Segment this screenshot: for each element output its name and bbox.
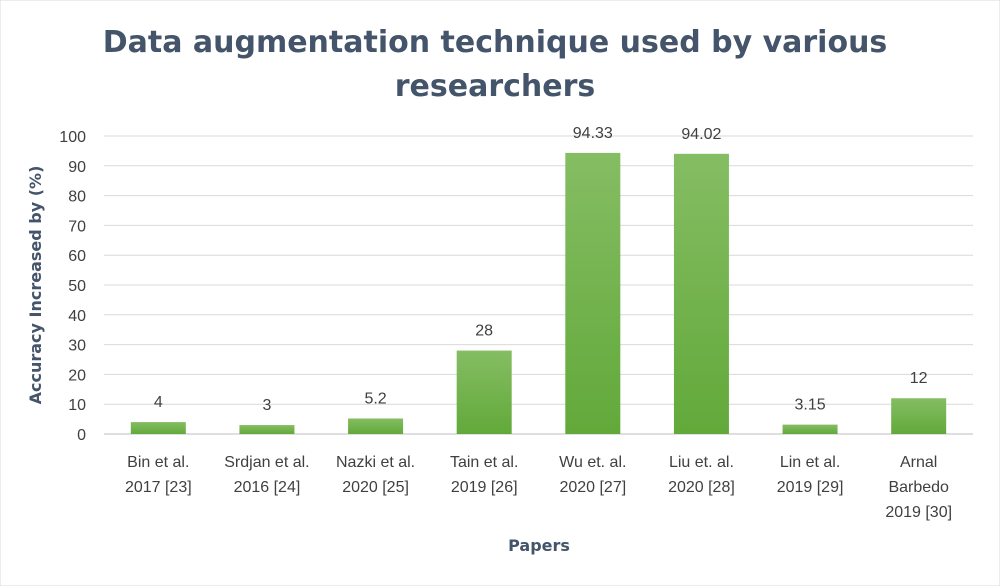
- bar: [239, 425, 295, 434]
- bar: [673, 153, 729, 434]
- category-label: 2019 [26]: [451, 479, 518, 496]
- y-tick-label: 50: [68, 278, 86, 295]
- y-tick-label: 90: [68, 159, 86, 176]
- category-label: Wu et. al.: [559, 454, 626, 471]
- data-label: 28: [475, 323, 493, 340]
- data-labels: 4 3 5.2 28 94.33 94.02 3.15 12: [154, 125, 928, 414]
- data-label: 3: [262, 397, 271, 414]
- bar: [782, 424, 838, 434]
- y-axis-ticks: 0 10 20 30 40 50 60 70 80 90 100: [59, 129, 86, 444]
- y-axis-title: Accuracy Increased by (%): [26, 166, 45, 405]
- chart-title-line-2: researchers: [395, 69, 596, 104]
- category-label: Nazki et al.: [336, 454, 415, 471]
- category-label: Lin et al.: [780, 454, 840, 471]
- bar: [565, 152, 621, 434]
- y-tick-label: 40: [68, 308, 86, 325]
- data-label: 3.15: [794, 397, 825, 414]
- category-label: Tain et al.: [450, 454, 518, 471]
- bar: [130, 422, 186, 434]
- bar: [348, 418, 404, 434]
- data-label: 4: [154, 394, 163, 411]
- category-label: Liu et. al.: [669, 454, 734, 471]
- category-label: 2017 [23]: [125, 479, 192, 496]
- data-label: 5.2: [364, 391, 386, 408]
- category-label: Barbedo: [888, 479, 949, 496]
- y-tick-label: 0: [77, 427, 86, 444]
- y-tick-label: 60: [68, 248, 86, 265]
- category-label: 2019 [29]: [777, 479, 844, 496]
- category-label: 2020 [25]: [342, 479, 409, 496]
- category-label: 2020 [28]: [668, 479, 735, 496]
- chart-title-line-1: Data augmentation technique used by vari…: [103, 25, 888, 60]
- bar: [456, 350, 512, 434]
- category-label: 2019 [30]: [885, 504, 952, 521]
- y-tick-label: 100: [59, 129, 86, 146]
- gridlines: [104, 135, 973, 435]
- data-label: 94.33: [573, 125, 613, 142]
- bar: [891, 398, 947, 434]
- y-tick-label: 30: [68, 338, 86, 355]
- y-tick-label: 70: [68, 218, 86, 235]
- y-tick-label: 80: [68, 189, 86, 206]
- category-label: 2016 [24]: [234, 479, 301, 496]
- data-label: 94.02: [681, 126, 721, 143]
- x-axis-categories: Bin et al. 2017 [23] Srdjan et al. 2016 [24…: [125, 454, 952, 521]
- bars: [130, 152, 947, 434]
- category-label: Arnal: [900, 454, 937, 471]
- y-tick-label: 20: [68, 367, 86, 384]
- category-label: Srdjan et al.: [224, 454, 309, 471]
- category-label: Bin et al.: [127, 454, 189, 471]
- category-label: 2020 [27]: [559, 479, 626, 496]
- x-axis-title: Papers: [508, 536, 570, 555]
- y-tick-label: 10: [68, 397, 86, 414]
- data-label: 12: [910, 370, 928, 387]
